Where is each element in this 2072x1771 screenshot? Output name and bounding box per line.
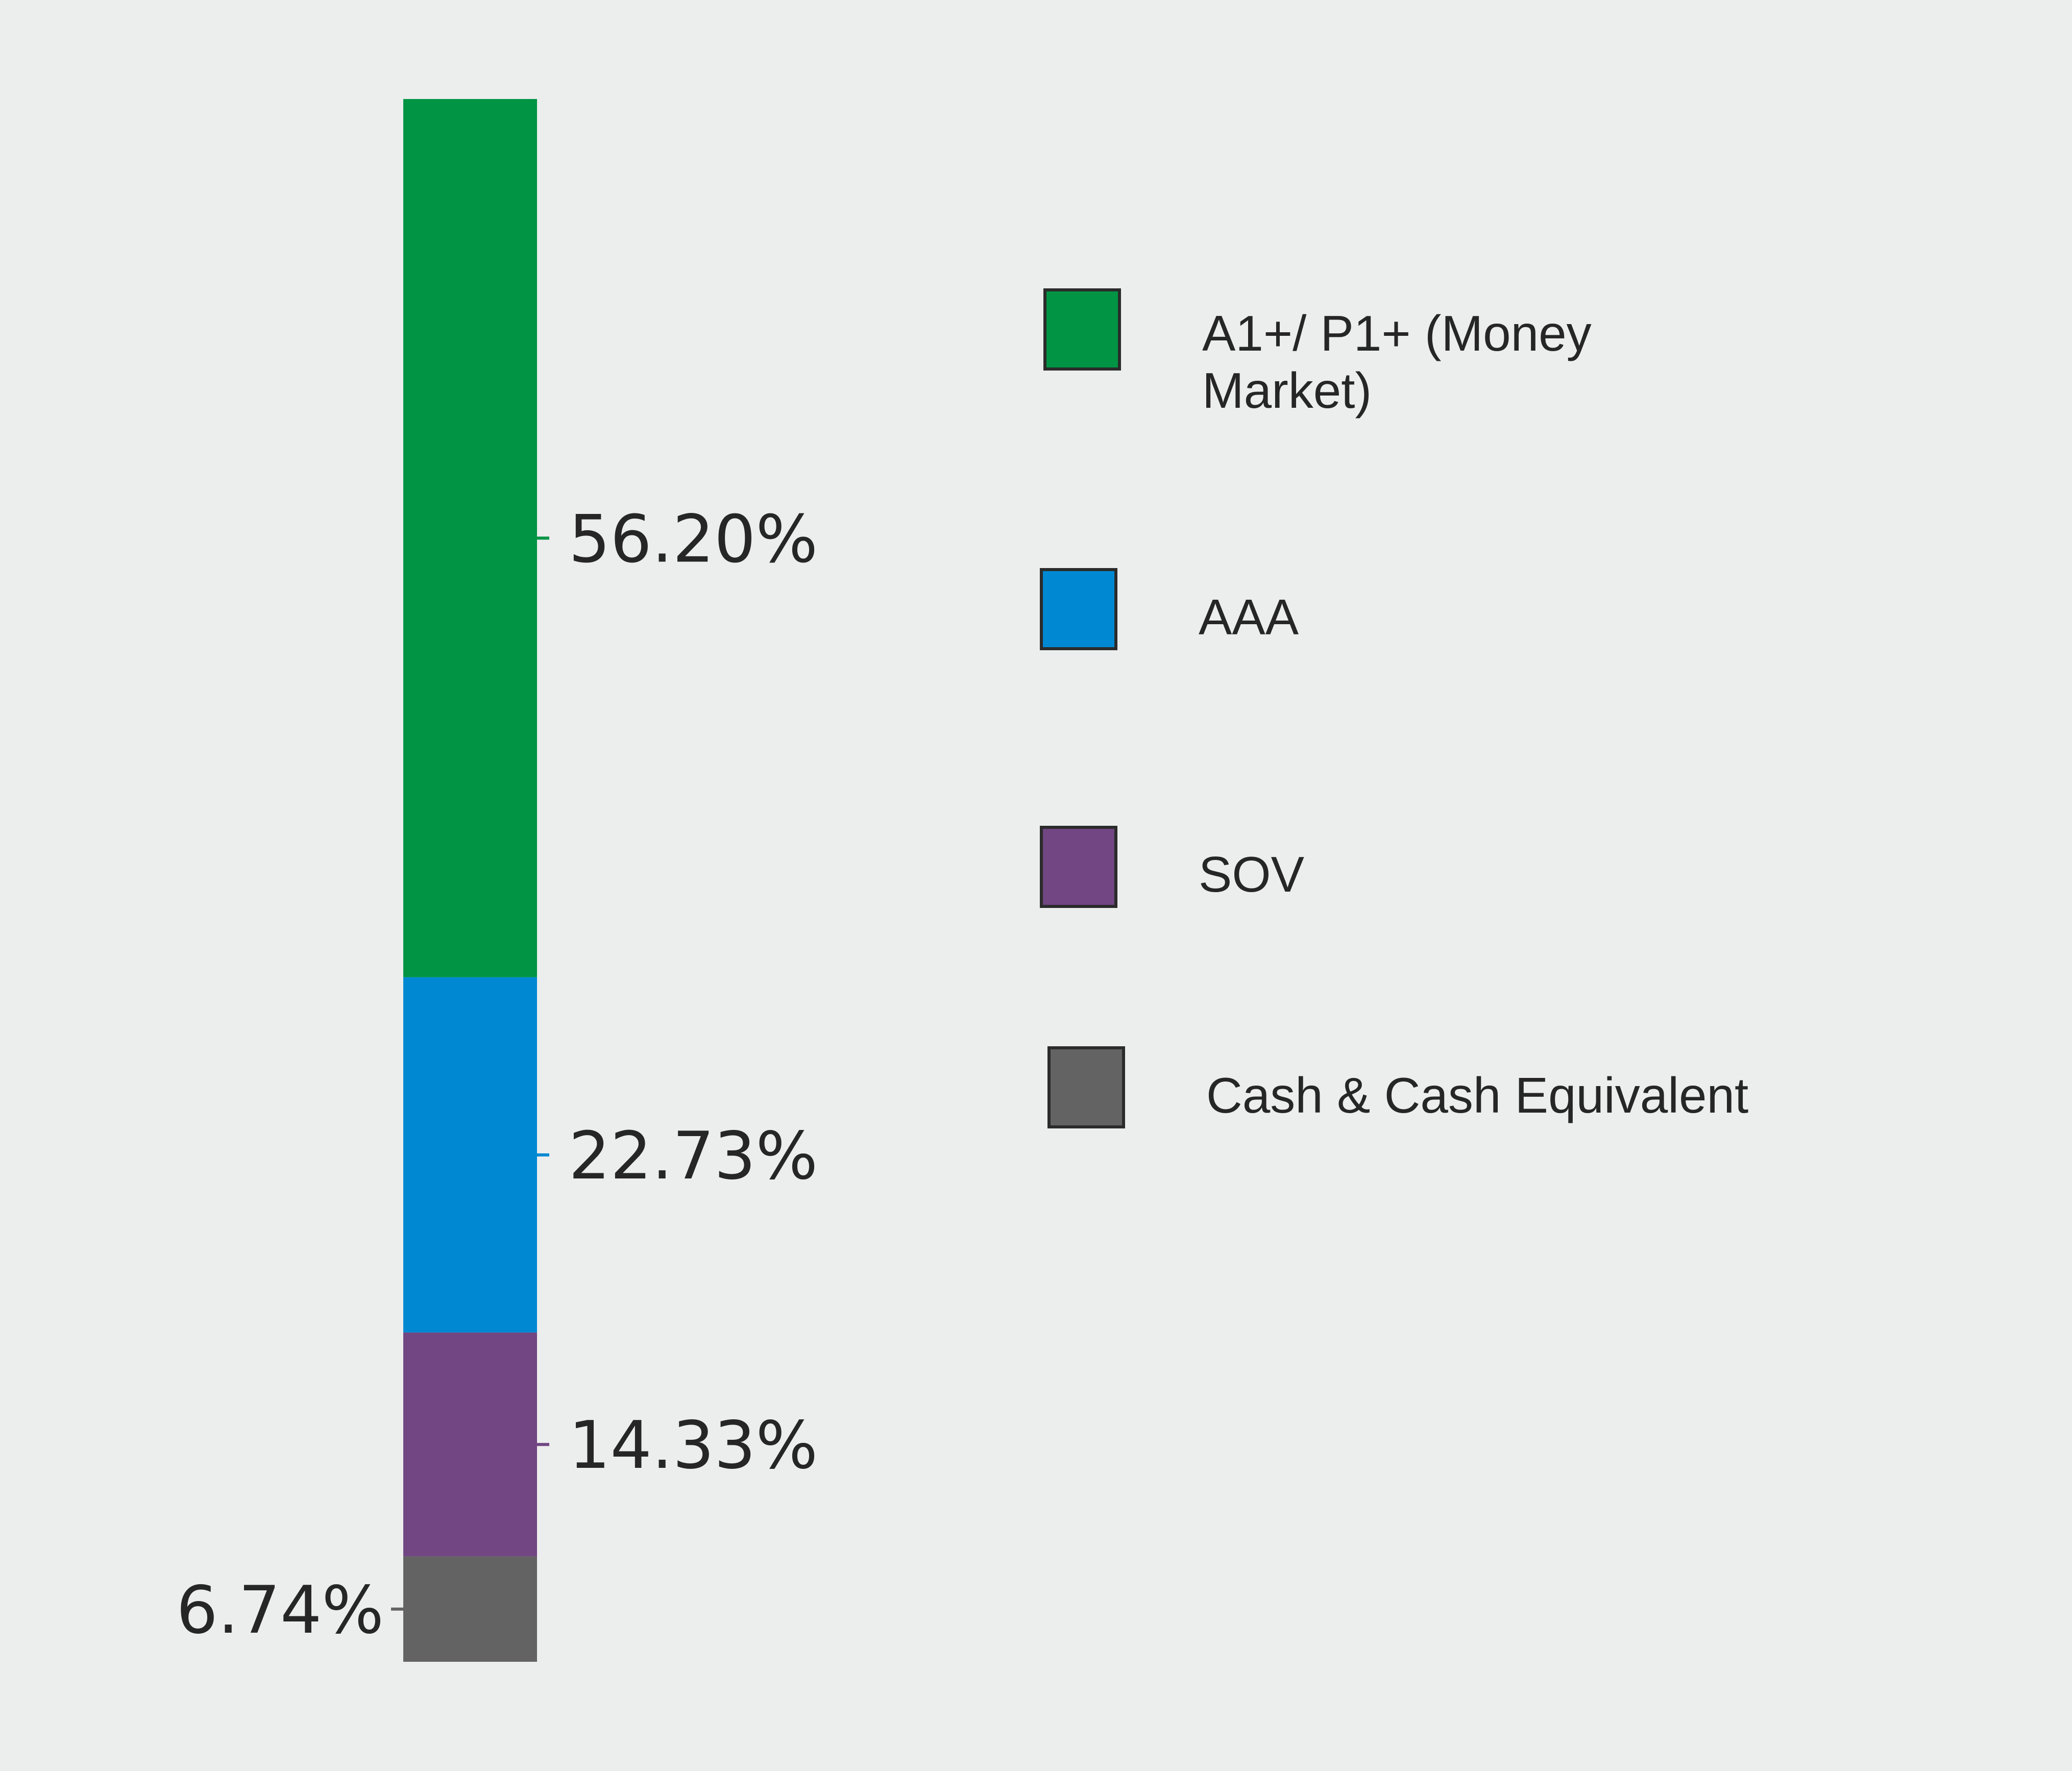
legend-swatch [1040, 826, 1117, 908]
legend-label: Cash & Cash Equivalent [1206, 1067, 1748, 1123]
data-label-cash-cash-equivalent: 6.74% [176, 1572, 384, 1649]
data-label-a1-p1-money-market: 56.20% [569, 501, 818, 577]
legend-label: A1+/ P1+ (Money [1202, 305, 1592, 361]
legend-swatch [1040, 568, 1117, 650]
bar-segment-aaa [403, 977, 537, 1333]
data-label-aaa: 22.73% [569, 1118, 818, 1194]
legend-item-sov: SOV [1040, 826, 1304, 908]
bar-column [403, 99, 537, 1662]
legend-swatch [1043, 288, 1121, 371]
data-labels: 56.20% 22.73% 14.33% 6.74% [176, 501, 818, 1648]
bar-segment-a1-p1-money-market [403, 99, 537, 977]
legend-swatch [1047, 1046, 1125, 1128]
legend-label: SOV [1199, 846, 1304, 902]
legend-item-aaa: AAA [1040, 568, 1299, 650]
legend-label: AAA [1199, 589, 1299, 645]
bar-segment-sov [403, 1332, 537, 1557]
legend-item-cash-cash-equivalent: Cash & Cash Equivalent [1047, 1046, 1748, 1128]
data-label-sov: 14.33% [569, 1408, 818, 1484]
bar-segment-cash-cash-equivalent [403, 1556, 537, 1662]
legend-label: Market) [1202, 362, 1372, 419]
